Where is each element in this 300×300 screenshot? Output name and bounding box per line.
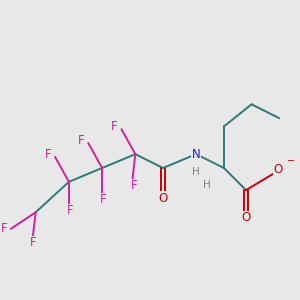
Text: O: O [242,211,251,224]
Text: F: F [67,204,74,218]
Text: F: F [30,236,36,249]
Text: −: − [287,156,295,166]
Text: F: F [100,193,107,206]
Text: F: F [45,148,52,161]
Text: H: H [192,167,200,177]
Text: N: N [192,148,201,161]
Text: F: F [78,134,85,147]
Text: F: F [1,222,7,236]
Text: F: F [111,120,118,133]
Text: H: H [203,180,211,190]
Text: O: O [158,192,168,205]
Text: O: O [273,163,283,176]
Text: F: F [130,179,137,193]
